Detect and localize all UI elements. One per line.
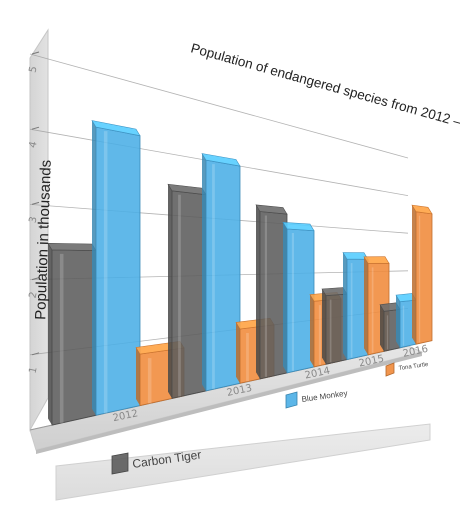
x-tick-label: 2013 <box>226 383 253 399</box>
legend-label: Blue Monkey <box>301 389 348 404</box>
gridline <box>29 53 409 159</box>
bar-front <box>259 211 288 380</box>
y-tick-mark <box>31 201 40 205</box>
y-axis-label: Population in thousands <box>32 160 55 321</box>
bar-side <box>364 256 368 355</box>
bar-side <box>343 252 347 360</box>
bar-side <box>412 205 416 345</box>
bar-front <box>171 190 207 399</box>
bar-top <box>47 242 97 251</box>
bar-side <box>48 243 52 426</box>
bar-top <box>363 256 390 264</box>
legend-swatch <box>285 391 298 409</box>
bar-side <box>310 294 314 367</box>
y-tick-mark <box>31 126 40 130</box>
bar-carbon-tiger-2014[interactable] <box>255 204 288 380</box>
y-tick-mark <box>31 51 40 55</box>
bar-side <box>92 120 96 416</box>
y-tick-label: 2 <box>28 291 40 300</box>
bar-blue-monkey-2015[interactable] <box>342 252 369 361</box>
x-tick-label: 2012 <box>112 408 139 424</box>
bar-tona-turtle-2016[interactable] <box>411 204 433 345</box>
bar-carbon-tiger-2012[interactable] <box>47 242 97 426</box>
bar-front <box>415 211 433 345</box>
legend-swatch <box>111 452 129 475</box>
bar-side <box>283 222 287 373</box>
bar-side <box>396 295 400 348</box>
bar-side <box>322 289 326 365</box>
bar-blue-monkey-2014[interactable] <box>282 221 315 374</box>
chart-title: Population of endangered species from 20… <box>189 40 460 138</box>
bar-top <box>282 221 315 232</box>
legend-item-blue-monkey[interactable]: Blue Monkey <box>285 389 348 409</box>
y-tick-label: 4 <box>28 140 40 149</box>
bar-carbon-tiger-2013[interactable] <box>167 183 207 399</box>
x-tick-label: 2016 <box>402 344 429 360</box>
bar-front <box>95 126 141 416</box>
x-tick-label: 2015 <box>358 354 385 370</box>
y-tick-label: 1 <box>28 366 40 375</box>
bar-top <box>342 252 369 260</box>
bar-blue-monkey-2013[interactable] <box>201 153 241 392</box>
y-tick-mark <box>31 277 40 281</box>
bar-side <box>256 204 260 379</box>
x-tick-label: 2014 <box>304 366 331 382</box>
bar-front <box>205 159 241 392</box>
bar-blue-monkey-2012[interactable] <box>91 120 141 416</box>
legend-label: Tona Turtle <box>398 362 429 372</box>
chart-floor-edge <box>36 352 422 454</box>
bar-side <box>380 304 384 352</box>
bar-side <box>202 153 206 391</box>
bar-front <box>51 249 97 426</box>
bar-side <box>236 322 240 384</box>
bar-top <box>91 120 141 137</box>
y-tick-mark <box>31 352 40 356</box>
bar-front <box>286 228 315 374</box>
bar-top <box>411 204 433 215</box>
bar-top <box>255 204 288 215</box>
bar-side <box>136 347 140 406</box>
legend-swatch <box>385 362 395 377</box>
legend-item-tona-turtle[interactable]: Tona Turtle <box>385 362 429 377</box>
bar-side <box>168 184 172 399</box>
y-tick-label: 5 <box>28 65 40 74</box>
legend-band <box>55 423 431 501</box>
y-tick-label: 3 <box>28 216 40 225</box>
bar-carbon-tiger-2015[interactable] <box>321 287 348 365</box>
